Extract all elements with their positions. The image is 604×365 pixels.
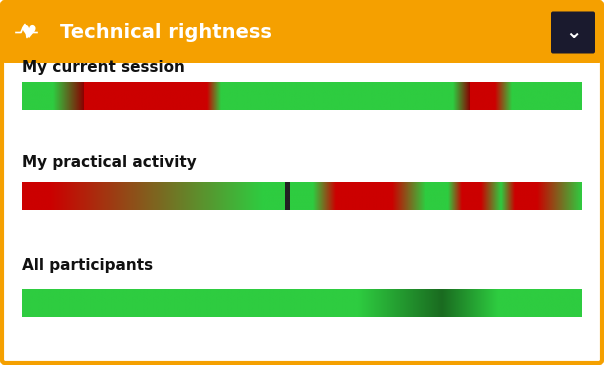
Text: ⌄: ⌄ — [565, 23, 581, 42]
Bar — [5, 32, 599, 60]
Text: All participants: All participants — [22, 258, 153, 273]
Text: ♥: ♥ — [20, 23, 36, 42]
Text: My current session: My current session — [22, 60, 185, 75]
Text: Technical rightness: Technical rightness — [60, 23, 272, 42]
FancyBboxPatch shape — [551, 12, 595, 54]
Text: My practical activity: My practical activity — [22, 155, 197, 170]
FancyBboxPatch shape — [2, 2, 602, 63]
